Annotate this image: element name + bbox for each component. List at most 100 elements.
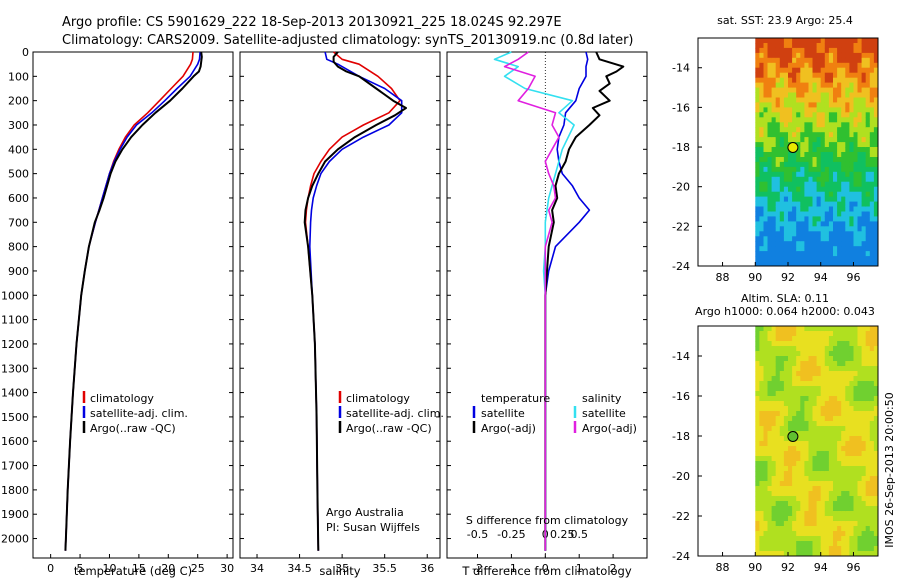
heatmap-cell (853, 191, 858, 198)
heatmap-cell (792, 526, 797, 532)
heatmap-cell (828, 521, 834, 527)
heatmap-cell (853, 211, 858, 217)
heatmap-cell (828, 506, 834, 512)
heatmap-cell (861, 436, 867, 442)
heatmap-cell (812, 371, 817, 377)
heatmap-cell (783, 331, 789, 337)
heatmap-cell (792, 426, 797, 432)
heatmap-cell (800, 38, 805, 44)
heatmap-cell (833, 401, 838, 407)
heatmap-cell (865, 536, 871, 542)
heatmap-cell (873, 491, 879, 497)
heatmap-cell (820, 97, 826, 103)
heatmap-cell (861, 52, 867, 59)
heatmap-cell (800, 127, 805, 133)
heatmap-cell (820, 451, 826, 457)
heatmap-cell (820, 396, 826, 402)
heatmap-cell (828, 57, 834, 64)
heatmap-cell (824, 501, 830, 507)
heatmap-cell (775, 87, 781, 93)
heatmap-cell (779, 57, 785, 64)
heatmap-cell (865, 401, 871, 407)
heatmap-cell (849, 72, 854, 79)
heatmap-cell (837, 336, 842, 342)
heatmap-cell (771, 87, 777, 93)
depth-y-ticks: 0100200300400500600700800900100011001200… (1, 46, 233, 546)
heatmap-cell (800, 191, 805, 198)
heatmap-cell (865, 331, 871, 337)
heatmap-cell (833, 38, 838, 44)
heatmap-cell (812, 216, 817, 222)
heatmap-cell (771, 132, 777, 138)
heatmap-cell (755, 346, 760, 352)
t-difference-x-ticks: -2 -1 0 1 2 (472, 554, 617, 575)
heatmap-cell (771, 481, 777, 487)
heatmap-cell (771, 122, 777, 128)
heatmap-cell (849, 521, 854, 527)
depth-tick-label: 1300 (1, 362, 29, 375)
heatmap-cell (792, 531, 797, 537)
series-line-climatology (64, 51, 194, 551)
heatmap-cell (833, 191, 838, 198)
heatmap-cell (775, 206, 781, 212)
heatmap-cell (775, 456, 781, 462)
heatmap-cell (841, 261, 846, 267)
heatmap-cell (763, 92, 768, 98)
heatmap-cell (796, 436, 801, 442)
heatmap-cell (853, 541, 858, 547)
heatmap-cell (873, 431, 879, 437)
heatmap-cell (861, 476, 867, 482)
heatmap-cell (783, 77, 789, 84)
heatmap-cell (828, 466, 834, 472)
heatmap-cell (853, 62, 858, 69)
heatmap-cell (779, 196, 785, 202)
heatmap-cell (800, 112, 805, 118)
heatmap-cell (845, 471, 850, 477)
heatmap-cell (759, 436, 764, 442)
heatmap-cell (828, 441, 834, 447)
heatmap-cell (837, 196, 842, 202)
heatmap-cell (771, 416, 777, 422)
heatmap-cell (800, 441, 805, 447)
heatmap-cell (841, 411, 846, 417)
heatmap-cell (828, 511, 834, 517)
heatmap-cell (779, 216, 785, 222)
heatmap-cell (833, 471, 838, 477)
heatmap-cell (804, 331, 809, 337)
heatmap-cell (869, 137, 875, 143)
heatmap-cell (873, 371, 879, 377)
heatmap-cell (796, 241, 801, 247)
heatmap-cell (783, 441, 789, 447)
heatmap-cell (755, 216, 760, 222)
heatmap-cell (849, 436, 854, 442)
heatmap-cell (873, 441, 879, 447)
sla-map-lat-ticks: -14-16-18-20-22-24 (672, 350, 702, 563)
heatmap-cell (861, 77, 867, 84)
heatmap-cell (800, 261, 805, 267)
heatmap-cell (824, 241, 830, 247)
heatmap-cell (869, 416, 875, 422)
heatmap-cell (816, 501, 822, 507)
heatmap-cell (788, 122, 793, 128)
heatmap-cell (775, 346, 781, 352)
heatmap-cell (796, 481, 801, 487)
heatmap-cell (804, 261, 809, 267)
heatmap-cell (792, 396, 797, 402)
heatmap-cell (820, 241, 826, 247)
heatmap-cell (845, 201, 850, 207)
heatmap-cell (783, 391, 789, 397)
heatmap-cell (767, 451, 772, 457)
heatmap-cell (820, 356, 826, 362)
heatmap-cell (853, 92, 858, 98)
heatmap-cell (808, 441, 813, 447)
heatmap-cell (763, 246, 768, 252)
heatmap-cell (816, 426, 822, 432)
heatmap-cell (783, 152, 789, 158)
heatmap-cell (841, 401, 846, 407)
heatmap-cell (816, 391, 822, 397)
heatmap-cell (869, 77, 875, 84)
heatmap-cell (763, 166, 768, 173)
heatmap-cell (873, 152, 879, 158)
heatmap-cell (820, 261, 826, 267)
heatmap-cell (857, 371, 862, 377)
